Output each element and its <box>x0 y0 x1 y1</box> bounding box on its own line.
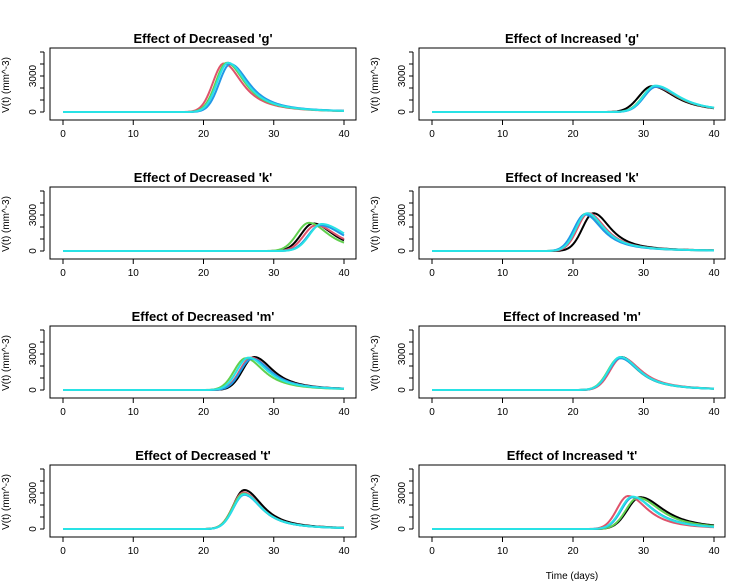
panel-7-x-tick-label: 10 <box>128 546 140 557</box>
panel-2-y-tick-label: 3000 <box>397 64 408 87</box>
panel-8-y-tick-label: 0 <box>397 526 408 532</box>
panel-6-x-tick-label: 10 <box>497 407 509 418</box>
panel-6-x-tick-label: 20 <box>567 407 579 418</box>
panel-6-x-tick-label: 0 <box>429 407 435 418</box>
panel-5-x-tick-label: 40 <box>338 407 350 418</box>
panel-5-y-label: V(t) (mm^-3) <box>1 335 12 391</box>
panel-5-x-tick-label: 10 <box>128 407 140 418</box>
panel-3-x-tick-label: 20 <box>198 268 210 279</box>
panel-7-y-tick-label: 3000 <box>28 481 39 504</box>
panel-1-x-tick-label: 30 <box>268 129 280 140</box>
panel-5-x-tick-label: 0 <box>60 407 66 418</box>
panel-1-series-5-line <box>63 61 345 113</box>
panel-2-x-tick-label: 20 <box>567 129 579 140</box>
panel-3-y-label: V(t) (mm^-3) <box>1 196 12 252</box>
panel-7-x-tick-label: 40 <box>338 546 350 557</box>
panel-8-x-tick-label: 40 <box>708 546 720 557</box>
panel-5-series-5-line <box>63 356 345 391</box>
panel-1-title: Effect of Decreased 'g' <box>133 31 272 46</box>
panel-4-y-label: V(t) (mm^-3) <box>370 196 381 252</box>
panel-5-title: Effect of Decreased 'm' <box>132 309 275 324</box>
panel-4-x-tick-label: 0 <box>429 268 435 279</box>
panel-7-x-tick-label: 20 <box>198 546 210 557</box>
panel-1-x-tick-label: 10 <box>128 129 140 140</box>
panel-4-series-5-line <box>432 212 715 252</box>
panel-3-series-5-line <box>63 223 345 252</box>
panel-1-y-tick-label: 3000 <box>28 64 39 87</box>
panel-3-y-tick-label: 0 <box>28 248 39 254</box>
panel-6-x-tick-label: 30 <box>638 407 650 418</box>
panel-2-x-tick-label: 0 <box>429 129 435 140</box>
panel-4-x-tick-label: 40 <box>708 268 720 279</box>
panel-2-y-label: V(t) (mm^-3) <box>370 57 381 113</box>
panel-6-x-tick-label: 40 <box>708 407 720 418</box>
panel-1-y-tick-label: 0 <box>28 109 39 115</box>
panel-4-x-tick-label: 20 <box>567 268 579 279</box>
panel-4-title: Effect of Increased 'k' <box>505 170 638 185</box>
panel-8-series-4-line <box>432 496 715 530</box>
panel-3-y-tick-label: 3000 <box>28 203 39 226</box>
panel-3-x-tick-label: 0 <box>60 268 66 279</box>
panel-2-series-1-line <box>432 85 715 113</box>
panel-8-frame <box>418 464 726 538</box>
panel-8-title: Effect of Increased 't' <box>507 448 637 463</box>
panel-7-y-label: V(t) (mm^-3) <box>1 474 12 530</box>
panel-8-x-tick-label: 0 <box>429 546 435 557</box>
panel-5-y-tick-label: 3000 <box>28 342 39 365</box>
panel-1-series-2-line <box>63 62 345 113</box>
panel-2-title: Effect of Increased 'g' <box>505 31 639 46</box>
panel-7-x-tick-label: 30 <box>268 546 280 557</box>
panel-4-y-tick-label: 3000 <box>397 203 408 226</box>
panel-7-series-5-line <box>63 493 345 530</box>
panel-6-y-tick-label: 0 <box>397 387 408 393</box>
panel-1-y-label: V(t) (mm^-3) <box>1 57 12 113</box>
panel-8-series-2-line <box>432 495 715 530</box>
panel-3-title: Effect of Decreased 'k' <box>134 170 272 185</box>
panel-3-x-tick-label: 10 <box>128 268 140 279</box>
panel-2-x-tick-label: 40 <box>708 129 720 140</box>
panel-3-x-tick-label: 40 <box>338 268 350 279</box>
panel-2-frame <box>418 47 726 121</box>
panel-7-series-2-line <box>63 491 345 530</box>
panel-4-x-tick-label: 10 <box>497 268 509 279</box>
panel-3-series-2-line <box>63 224 345 252</box>
panel-8-y-label: V(t) (mm^-3) <box>370 474 381 530</box>
panel-7-series-1-line <box>63 489 345 530</box>
panel-1-x-tick-label: 0 <box>60 129 66 140</box>
panel-7-title: Effect of Decreased 't' <box>135 448 271 463</box>
panel-4-y-tick-label: 0 <box>397 248 408 254</box>
x-axis-label: Time (days) <box>546 571 598 582</box>
panel-2-series-3-line <box>432 85 715 113</box>
panel-1-x-tick-label: 20 <box>198 129 210 140</box>
panel-6-y-label: V(t) (mm^-3) <box>370 335 381 391</box>
panel-1-x-tick-label: 40 <box>338 129 350 140</box>
panel-7-y-tick-label: 0 <box>28 526 39 532</box>
panel-8-series-5-line <box>432 495 715 530</box>
panel-8-x-tick-label: 30 <box>638 546 650 557</box>
panel-5-y-tick-label: 0 <box>28 387 39 393</box>
panel-5-x-tick-label: 20 <box>198 407 210 418</box>
panel-6-title: Effect of Increased 'm' <box>503 309 641 324</box>
panel-5-x-tick-label: 30 <box>268 407 280 418</box>
panel-3-x-tick-label: 30 <box>268 268 280 279</box>
panel-4-x-tick-label: 30 <box>638 268 650 279</box>
panel-8-x-tick-label: 20 <box>567 546 579 557</box>
panel-6-y-tick-label: 3000 <box>397 342 408 365</box>
panel-2-y-tick-label: 0 <box>397 109 408 115</box>
panel-4-frame <box>418 186 726 260</box>
panel-6-series-5-line <box>432 356 715 391</box>
panel-2-series-5-line <box>432 84 715 113</box>
panel-8-series-1-line <box>432 496 715 530</box>
panel-8-x-tick-label: 10 <box>497 546 509 557</box>
panel-2-x-tick-label: 10 <box>497 129 509 140</box>
panel-7-series-3-line <box>63 492 345 530</box>
panel-2-series-4-line <box>432 85 715 113</box>
panel-2-series-2-line <box>432 85 715 113</box>
panel-7-x-tick-label: 0 <box>60 546 66 557</box>
panel-8-y-tick-label: 3000 <box>397 481 408 504</box>
panel-2-x-tick-label: 30 <box>638 129 650 140</box>
